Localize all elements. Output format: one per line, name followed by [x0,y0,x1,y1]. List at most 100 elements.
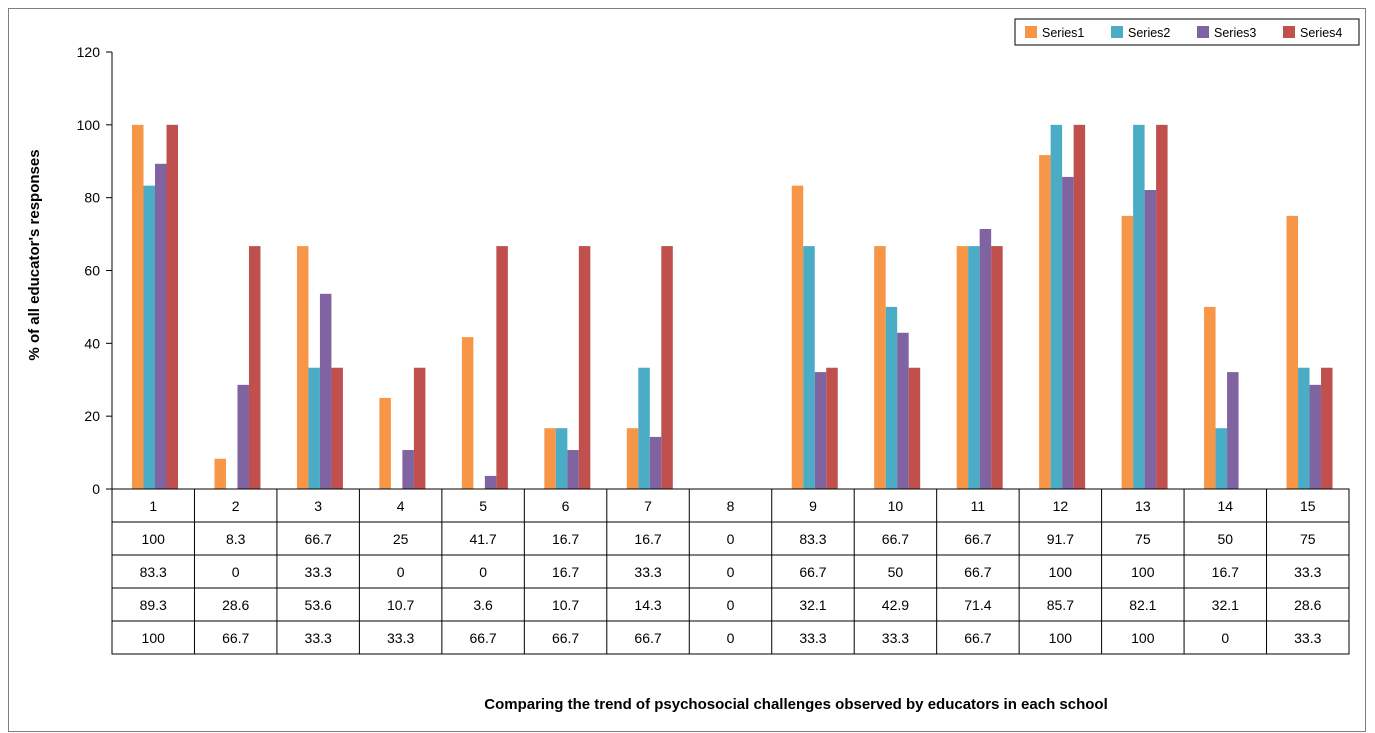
legend-label-series1: Series1 [1042,26,1084,40]
bar-series4-3 [331,367,343,489]
table-cell: 50 [888,564,904,580]
legend-label-series4: Series4 [1300,26,1342,40]
table-cell: 8.3 [226,531,246,547]
table-cell: 66.7 [552,630,579,646]
bar-series1-11 [956,246,969,489]
table-cell: 32.1 [799,597,826,613]
bar-series2-12 [1050,124,1063,489]
table-cell: 53.6 [305,597,332,613]
table-cell: 75 [1300,531,1316,547]
bar-series1-3 [296,246,309,489]
table-cell: 66.7 [882,531,909,547]
bar-series4-6 [578,246,591,489]
bar-series2-6 [555,428,568,489]
bar-series1-1 [132,124,144,489]
bar-series1-2 [214,458,226,489]
table-cell: 16.7 [634,531,661,547]
bar-series3-11 [979,228,992,490]
bar-series2-1 [143,185,155,489]
legend-label-series3: Series3 [1214,26,1256,40]
table-cell: 33.3 [799,630,826,646]
bar-series4-13 [1156,124,1168,489]
bar-series3-6 [567,450,579,489]
table-cell: 42.9 [882,597,909,613]
bar-series4-10 [908,367,921,489]
table-cell: 33.3 [634,564,661,580]
bar-series2-15 [1298,367,1310,489]
y-axis: 0 20 40 60 80 100 120 [77,44,113,497]
table-cell: 66.7 [634,630,661,646]
x-tick-label: 7 [644,498,652,514]
bar-series4-9 [826,367,838,489]
bar-series4-15 [1321,367,1333,489]
y-tick-label: 120 [77,44,101,60]
table-cell: 10.7 [387,597,414,613]
bar-series1-7 [626,428,639,489]
bar-series1-5 [461,337,474,489]
legend-swatch-series3 [1197,26,1209,38]
table-cell: 0 [727,597,735,613]
table-cell: 66.7 [964,531,991,547]
legend-swatch-series1 [1025,26,1037,38]
bar-series4-1 [166,124,178,489]
bar-series3-1 [155,163,167,489]
x-tick-label: 6 [562,498,570,514]
y-tick-label: 60 [84,263,100,279]
bar-series2-11 [968,246,980,489]
table-cell: 14.3 [634,597,661,613]
table-cell: 28.6 [222,597,249,613]
table-cell: 0 [1221,630,1229,646]
bars [132,124,1333,490]
x-axis-label: Comparing the trend of psychosocial chal… [484,696,1108,713]
bar-series4-7 [661,246,673,489]
table-cell: 33.3 [305,564,332,580]
x-tick-label: 13 [1135,498,1151,514]
table-cell: 66.7 [305,531,332,547]
table-cell: 100 [142,531,166,547]
table-cell: 100 [1131,630,1155,646]
bar-series4-2 [248,246,261,489]
bar-series2-13 [1133,124,1145,489]
x-tick-label: 3 [314,498,322,514]
x-tick-label: 1 [149,498,157,514]
bar-series1-10 [874,246,886,489]
table-cell: 0 [727,531,735,547]
bar-series3-2 [237,384,249,489]
table-cell: 100 [142,630,166,646]
bar-series2-3 [308,367,320,489]
bar-series1-15 [1286,215,1299,489]
bar-series1-14 [1204,306,1216,489]
legend-box [1014,18,1360,46]
table-cell: 0 [727,564,735,580]
bar-series3-14 [1227,372,1239,489]
table-cell: 83.3 [140,564,167,580]
table-cell: 33.3 [1294,630,1321,646]
x-tick-label: 9 [809,498,817,514]
table-cell: 83.3 [799,531,826,547]
table-cell: 66.7 [964,564,991,580]
x-tick-label: 12 [1053,498,1069,514]
x-tick-label: 10 [888,498,904,514]
table-cell: 82.1 [1129,597,1156,613]
bar-series4-4 [413,367,426,489]
y-tick-label: 0 [92,481,100,497]
x-tick-label: 8 [727,498,735,514]
table-cell: 0 [727,630,735,646]
bar-series3-13 [1144,190,1157,489]
bar-series1-13 [1121,215,1134,489]
bar-series3-12 [1062,176,1074,489]
table-cell: 85.7 [1047,597,1074,613]
table-cell: 10.7 [552,597,579,613]
table-cell: 16.7 [1212,564,1239,580]
table-cell: 0 [479,564,487,580]
table-cell: 16.7 [552,564,579,580]
table-border [111,488,1350,655]
legend: Series1 Series2 Series3 Series4 [1014,18,1360,46]
legend-swatch-series2 [1111,26,1123,38]
bar-series4-5 [496,246,508,489]
bar-series4-12 [1073,124,1086,489]
y-tick-label: 100 [77,117,101,133]
table-cell: 33.3 [1294,564,1321,580]
